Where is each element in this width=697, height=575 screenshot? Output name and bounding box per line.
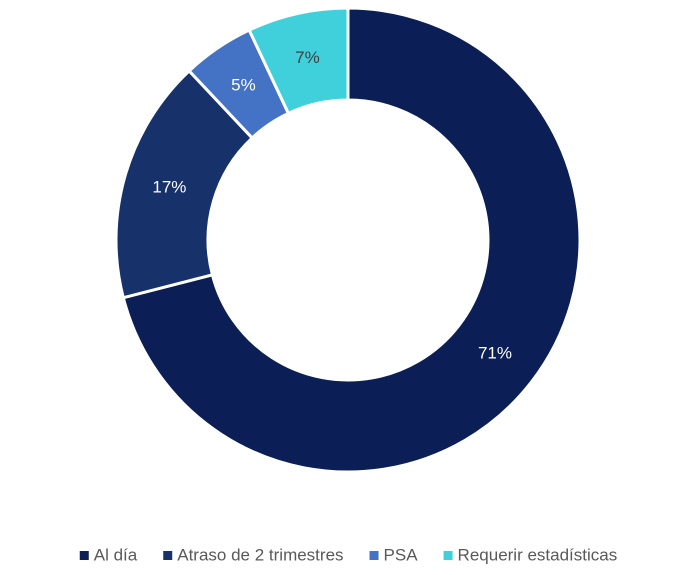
legend: Al día Atraso de 2 trimestres PSA Requerir … — [79, 545, 618, 564]
legend-swatch — [79, 551, 89, 560]
data-label: 5% — [231, 76, 256, 95]
legend-label: PSA — [384, 545, 419, 564]
donut-slice — [121, 6, 582, 474]
legend-label: Atraso de 2 trimestres — [177, 545, 343, 564]
legend-swatch — [163, 551, 173, 560]
data-label: 17% — [152, 178, 186, 197]
legend-label: Al día — [94, 545, 138, 564]
data-label: 71% — [478, 343, 512, 362]
donut-slice — [247, 6, 350, 116]
legend-label: Requerir estadísticas — [458, 545, 618, 564]
legend-swatch — [369, 551, 379, 560]
data-label: 7% — [295, 48, 320, 67]
legend-swatch — [443, 551, 453, 560]
